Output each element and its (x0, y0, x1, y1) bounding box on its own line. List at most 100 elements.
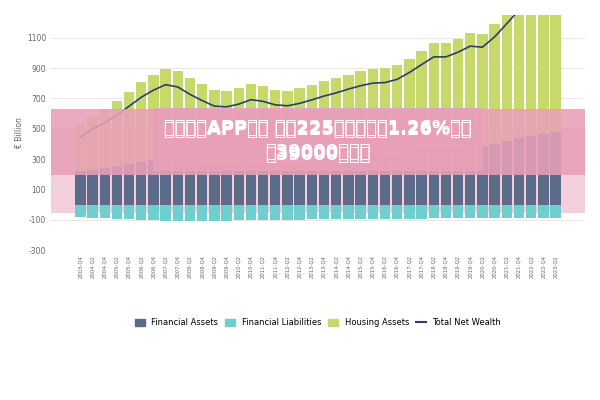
Bar (197, 164, 208, 205)
Bar (550, 0, 561, 132)
Bar (526, 0, 536, 136)
Y-axis label: € Billion: € Billion (15, 117, 24, 148)
Bar (221, 164, 232, 205)
Bar (355, 205, 366, 219)
Bar (246, 84, 256, 162)
Bar (319, 82, 329, 159)
Bar (368, 69, 378, 154)
Bar (75, 124, 86, 171)
Bar (209, 205, 220, 221)
Bar (490, 144, 500, 205)
Bar (221, 91, 232, 164)
Bar (526, 136, 536, 205)
Bar (112, 166, 122, 205)
Bar (441, 205, 451, 218)
Bar (246, 205, 256, 220)
Bar (392, 205, 403, 219)
Bar (465, 145, 475, 205)
Bar (173, 205, 183, 221)
Bar (331, 158, 341, 205)
Bar (136, 205, 146, 220)
Bar (160, 205, 171, 221)
Bar (465, 205, 475, 218)
Bar (502, 205, 512, 218)
Bar (148, 205, 158, 220)
Bar (283, 205, 293, 220)
Bar (197, 84, 208, 164)
Bar (490, 24, 500, 144)
Bar (258, 86, 268, 162)
Bar (75, 205, 86, 218)
Bar (331, 78, 341, 158)
Bar (416, 150, 427, 205)
Bar (221, 205, 232, 220)
Bar (453, 39, 463, 147)
Bar (441, 43, 451, 148)
Bar (185, 205, 195, 222)
Bar (343, 75, 353, 156)
Bar (477, 34, 488, 146)
Bar (148, 75, 158, 160)
Bar (477, 205, 488, 218)
Bar (233, 205, 244, 220)
Bar (477, 146, 488, 205)
Bar (380, 155, 390, 205)
Bar (307, 161, 317, 205)
Bar (124, 92, 134, 164)
Bar (283, 91, 293, 163)
Bar (526, 205, 536, 218)
Bar (343, 156, 353, 205)
Bar (270, 90, 280, 163)
Bar (270, 205, 280, 220)
Bar (514, 138, 524, 205)
Bar (160, 69, 171, 159)
Bar (185, 78, 195, 162)
Bar (100, 205, 110, 218)
Bar (75, 171, 86, 205)
Bar (453, 147, 463, 205)
Bar (209, 165, 220, 205)
Bar (380, 68, 390, 155)
Bar (307, 85, 317, 161)
Bar (368, 154, 378, 205)
Bar (319, 159, 329, 205)
Bar (88, 205, 98, 218)
Legend: Financial Assets, Financial Liabilities, Housing Assets, Total Net Wealth: Financial Assets, Financial Liabilities,… (131, 315, 505, 331)
Bar (295, 205, 305, 220)
Bar (185, 162, 195, 205)
Bar (453, 205, 463, 218)
Bar (88, 170, 98, 205)
Bar (465, 33, 475, 145)
Bar (51, 128, 585, 213)
Text: 配资平台APP下载 日经225指数收盘涨1.26%，收
夅39000点关口: 配资平台APP下载 日经225指数收盘涨1.26%，收 夅39000点关口 (164, 119, 472, 160)
Bar (428, 148, 439, 205)
Bar (428, 43, 439, 148)
Bar (233, 164, 244, 205)
Bar (136, 82, 146, 162)
Bar (100, 168, 110, 205)
Bar (550, 205, 561, 218)
Bar (295, 162, 305, 205)
Bar (112, 205, 122, 219)
Bar (233, 88, 244, 164)
Bar (514, 0, 524, 138)
Bar (112, 101, 122, 166)
Bar (392, 154, 403, 205)
Bar (258, 205, 268, 220)
Bar (246, 162, 256, 205)
Bar (209, 90, 220, 165)
Bar (416, 51, 427, 150)
Bar (380, 205, 390, 219)
Bar (441, 148, 451, 205)
Bar (160, 159, 171, 205)
Bar (148, 160, 158, 205)
Bar (258, 162, 268, 205)
Bar (51, 109, 585, 175)
Bar (538, 134, 548, 205)
Bar (514, 205, 524, 218)
Bar (173, 160, 183, 205)
Bar (100, 109, 110, 168)
Bar (404, 152, 415, 205)
Bar (416, 205, 427, 218)
Bar (355, 72, 366, 155)
